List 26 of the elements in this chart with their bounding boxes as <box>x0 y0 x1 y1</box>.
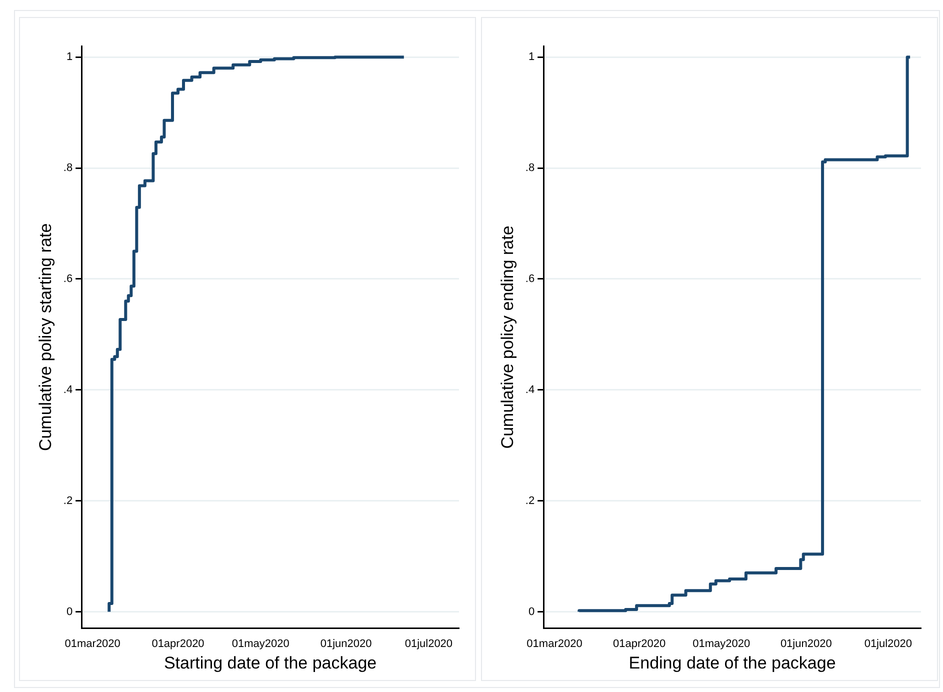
y-tick-label: .8 <box>525 162 535 174</box>
y-tick-label: .2 <box>63 494 73 507</box>
x-tick-label: 01apr2020 <box>612 638 666 650</box>
x-tick-label: 01mar2020 <box>64 638 120 650</box>
y-tick-label: 1 <box>528 51 535 64</box>
x-axis-title: Ending date of the package <box>628 653 836 672</box>
x-tick-label: 01jul2020 <box>404 638 453 650</box>
y-axis-title: Cumulative policy starting rate <box>36 223 55 452</box>
y-tick-label: .2 <box>525 494 535 507</box>
x-tick-label: 01may2020 <box>692 638 750 650</box>
y-axis-title: Cumulative policy ending rate <box>498 226 517 449</box>
x-tick-label: 01jun2020 <box>320 638 372 650</box>
y-tick-label: 0 <box>66 606 73 618</box>
x-tick-label: 01mar2020 <box>526 638 582 650</box>
y-tick-label: .8 <box>63 162 73 174</box>
x-tick-label: 01may2020 <box>232 638 290 650</box>
x-tick-label: 01apr2020 <box>152 638 204 650</box>
x-tick-label: 01jul2020 <box>864 638 912 650</box>
y-tick-label: 1 <box>66 51 73 64</box>
y-tick-label: .6 <box>525 272 535 285</box>
y-tick-label: .4 <box>525 384 535 396</box>
y-tick-label: .6 <box>63 272 73 285</box>
y-tick-label: 0 <box>528 606 535 618</box>
x-axis-title: Starting date of the package <box>164 653 377 672</box>
x-tick-label: 01jun2020 <box>780 638 832 650</box>
y-tick-label: .4 <box>63 384 73 396</box>
